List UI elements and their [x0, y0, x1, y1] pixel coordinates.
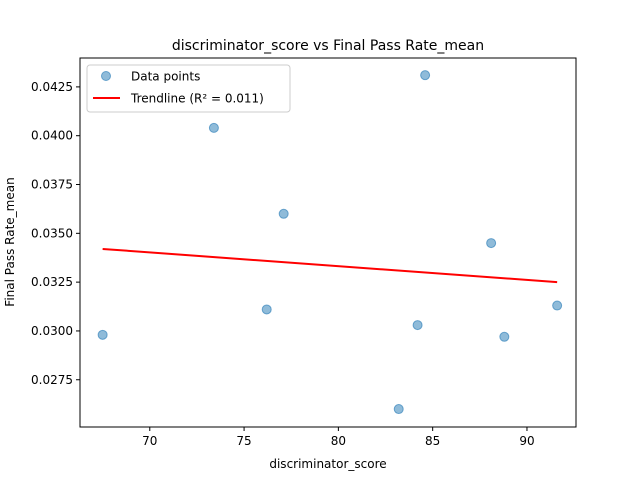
x-tick-label: 85	[425, 434, 440, 448]
y-axis-label: Final Pass Rate_mean	[3, 177, 17, 306]
chart-title: discriminator_score vs Final Pass Rate_m…	[172, 38, 484, 54]
x-tick-label: 75	[236, 434, 251, 448]
data-point	[278, 208, 289, 219]
data-point	[261, 304, 272, 315]
y-tick-label: 0.0350	[31, 226, 73, 240]
y-tick-label: 0.0425	[31, 80, 73, 94]
legend-label-data-points: Data points	[131, 70, 200, 84]
x-axis-ticks: 70 75 80 85 90	[142, 427, 535, 448]
trendline	[102, 247, 558, 284]
y-tick-label: 0.0375	[31, 178, 73, 192]
data-point	[97, 329, 108, 340]
legend-box	[86, 64, 291, 113]
y-tick-label: 0.0300	[31, 324, 73, 338]
legend-label-trendline: Trendline (R² = 0.011)	[130, 92, 264, 106]
x-tick-label: 70	[142, 434, 157, 448]
data-point	[393, 404, 404, 415]
x-tick-label: 90	[519, 434, 534, 448]
data-point	[420, 70, 431, 81]
trendline-layer	[102, 247, 558, 284]
legend: Data points Trendline (R² = 0.011)	[86, 64, 291, 113]
axes-frame	[79, 57, 577, 428]
data-point	[208, 122, 219, 133]
x-axis-label: discriminator_score	[269, 457, 386, 471]
x-tick-label: 80	[331, 434, 346, 448]
y-tick-label: 0.0325	[31, 275, 73, 289]
data-point	[499, 331, 510, 342]
y-tick-label: 0.0275	[31, 373, 73, 387]
data-point	[552, 300, 563, 311]
data-points-layer	[97, 70, 563, 415]
y-tick-label: 0.0400	[31, 129, 73, 143]
data-point	[412, 320, 423, 331]
data-point	[486, 238, 497, 249]
y-axis-ticks: 0.0275 0.0300 0.0325 0.0350 0.0375 0.0400 0.04…	[31, 80, 80, 387]
legend-marker-data-points	[101, 71, 111, 81]
